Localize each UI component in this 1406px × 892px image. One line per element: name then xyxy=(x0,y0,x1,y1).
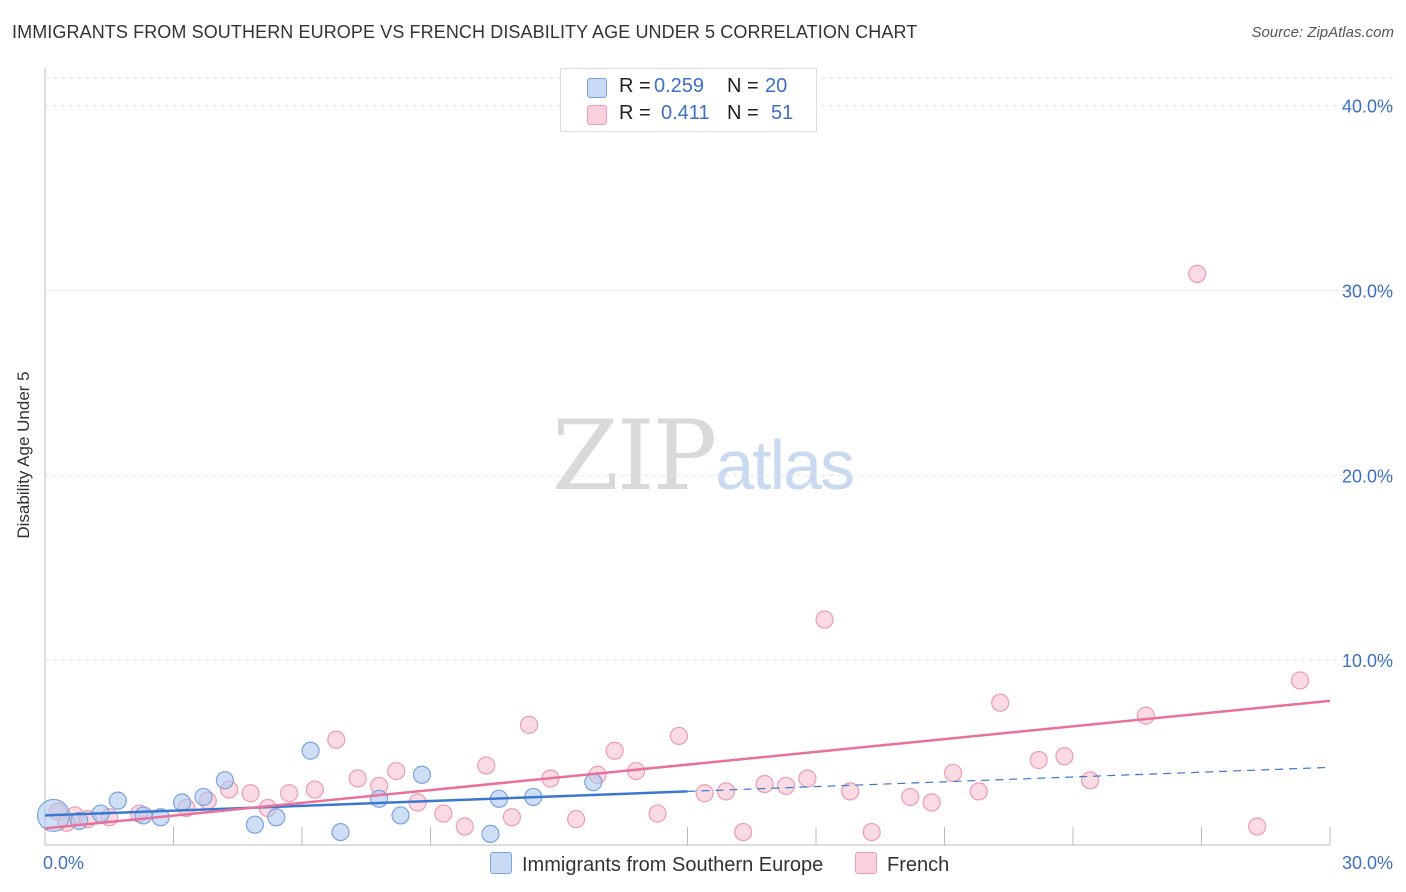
point-immigrants xyxy=(108,791,127,810)
chart-title: IMMIGRANTS FROM SOUTHERN EUROPE VS FRENC… xyxy=(12,22,918,42)
point-french xyxy=(348,769,367,788)
bottom-legend-french: French xyxy=(855,852,949,877)
point-immigrants xyxy=(301,741,320,760)
watermark: ZIPatlas xyxy=(552,400,855,512)
point-french xyxy=(695,784,714,803)
bottom-legend-swatch-pink xyxy=(855,852,877,874)
legend-r-value: 0.259 xyxy=(654,75,705,97)
point-french xyxy=(776,776,796,795)
point-french xyxy=(798,769,817,788)
point-immigrants xyxy=(370,789,389,808)
point-french xyxy=(669,726,689,746)
point-immigrants xyxy=(412,765,432,784)
point-french xyxy=(841,782,860,801)
point-immigrants xyxy=(172,793,192,812)
point-french xyxy=(755,774,774,794)
correlation-legend: R = 0.259 N = 20 R = 0.411 N = 51 xyxy=(560,68,817,132)
point-french xyxy=(1055,747,1074,766)
point-french xyxy=(605,741,624,760)
point-immigrants xyxy=(391,806,410,825)
point-immigrants xyxy=(245,815,264,834)
point-french xyxy=(387,761,406,781)
point-french xyxy=(943,763,963,783)
point-french xyxy=(434,804,453,823)
watermark-atlas: atlas xyxy=(715,426,855,504)
point-french xyxy=(280,784,299,803)
point-french xyxy=(716,782,736,801)
point-french xyxy=(519,715,539,734)
y-tick-label: 40.0% xyxy=(1342,97,1393,117)
point-immigrants xyxy=(481,824,500,844)
trendline-french xyxy=(44,699,1331,830)
point-french xyxy=(305,780,324,799)
bottom-legend-swatch-blue xyxy=(490,852,512,874)
legend-n-label: N = xyxy=(727,75,759,97)
y-tick-label: 30.0% xyxy=(1342,282,1393,302)
point-french xyxy=(1188,264,1207,284)
y-tick-label: 20.0% xyxy=(1342,466,1393,486)
point-french xyxy=(1248,817,1267,836)
x-tick-label: 30.0% xyxy=(1342,853,1393,873)
point-french xyxy=(969,782,988,801)
legend-n-value: 51 xyxy=(771,102,794,124)
bottom-legend-immigrants: Immigrants from Southern Europe xyxy=(490,852,823,877)
point-french xyxy=(455,817,474,836)
point-french xyxy=(901,787,920,807)
point-french xyxy=(477,756,496,775)
legend-swatch-pink xyxy=(587,105,607,125)
legend-r-value: 0.411 xyxy=(661,102,710,124)
point-french xyxy=(1081,771,1100,790)
point-french xyxy=(327,730,346,749)
point-immigrants xyxy=(215,771,234,790)
legend-r-label: R = xyxy=(619,75,651,97)
trendline-immigrants-extension xyxy=(687,766,1331,793)
legend-r-label: R = xyxy=(619,102,651,124)
point-french xyxy=(1136,706,1155,725)
point-immigrants xyxy=(267,808,286,827)
point-french xyxy=(922,793,941,812)
point-french xyxy=(862,822,881,842)
point-french xyxy=(648,804,667,823)
legend-n-label: N = xyxy=(727,102,759,124)
point-french xyxy=(991,693,1010,712)
point-immigrants xyxy=(194,787,213,807)
bottom-legend-label-french: French xyxy=(887,854,950,876)
point-immigrants xyxy=(584,773,603,792)
point-french xyxy=(815,610,834,629)
watermark-zip: ZIP xyxy=(552,400,717,512)
point-french xyxy=(567,810,586,829)
y-axis-label: Disability Age Under 5 xyxy=(14,371,33,539)
y-tick-label: 10.0% xyxy=(1342,651,1393,671)
point-french xyxy=(1029,750,1048,770)
source-label: Source: ZipAtlas.com xyxy=(1251,24,1394,41)
point-french xyxy=(1290,671,1310,690)
point-french xyxy=(502,808,521,827)
bottom-legend-label-immigrants: Immigrants from Southern Europe xyxy=(522,854,824,876)
point-french xyxy=(241,784,260,803)
point-immigrants xyxy=(134,806,153,825)
legend-swatch-blue xyxy=(587,78,607,98)
legend-n-value: 20 xyxy=(765,75,788,97)
point-french xyxy=(734,822,753,842)
x-tick-label: 0.0% xyxy=(43,853,84,873)
trendline-immigrants xyxy=(44,790,688,817)
point-immigrants xyxy=(331,822,350,842)
